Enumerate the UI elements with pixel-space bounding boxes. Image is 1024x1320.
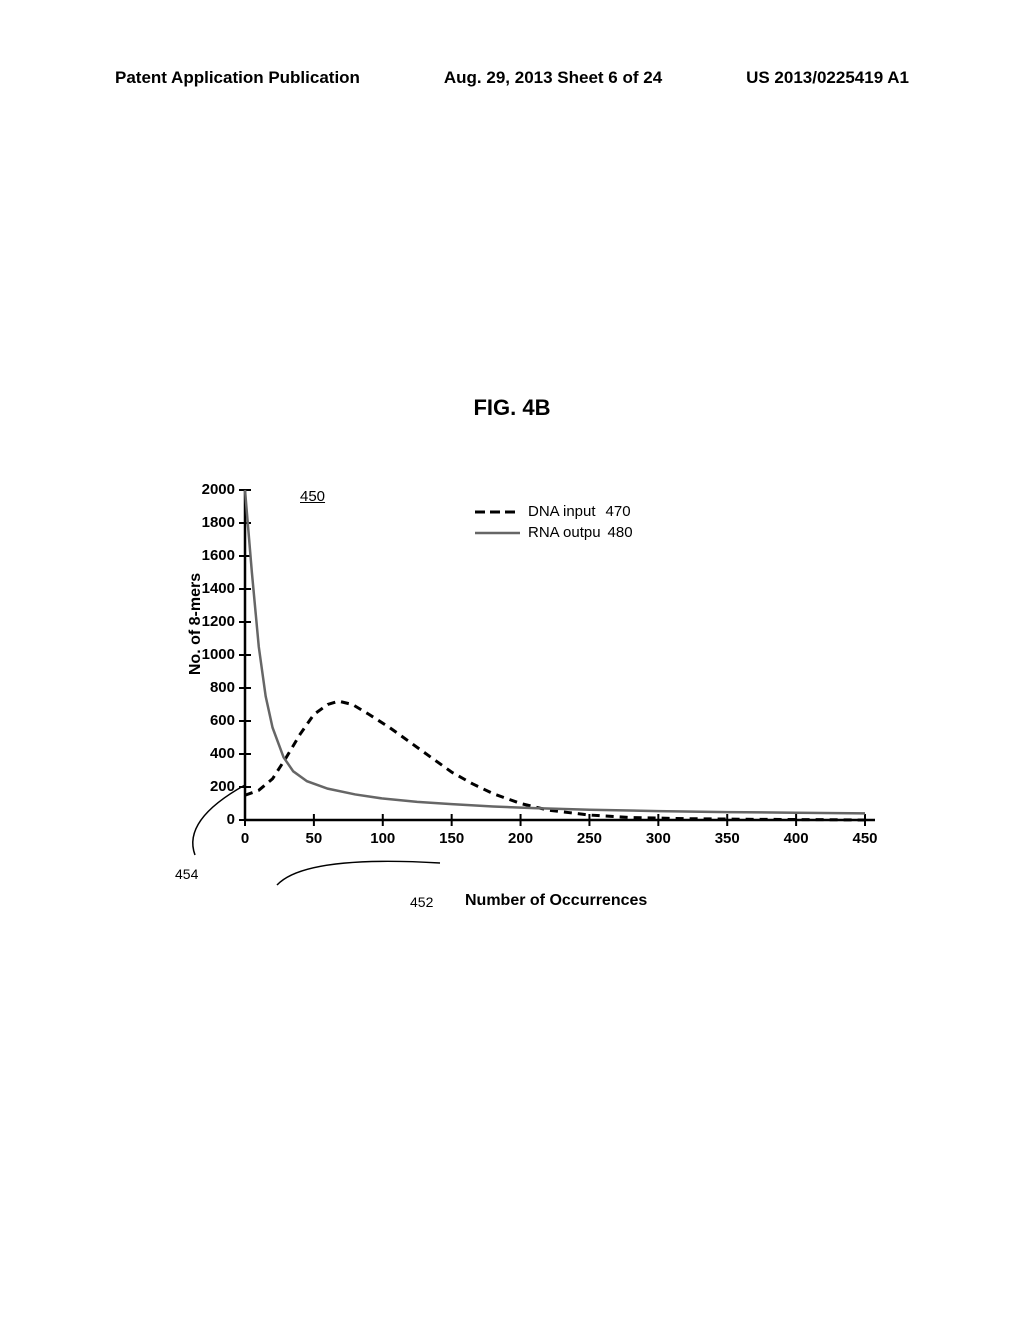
legend-item-dna: DNA input 470 [475,503,633,520]
x-tick-label: 150 [432,830,472,847]
x-tick-label: 100 [363,830,403,847]
x-axis-label: Number of Occurrences [465,892,647,910]
header-left: Patent Application Publication [115,68,360,88]
legend-label-dna: DNA input [528,503,596,520]
ref-452: 452 [410,894,433,910]
y-tick-label: 1000 [185,646,235,663]
legend: DNA input 470 RNA outpu 480 [475,503,633,545]
x-tick-label: 400 [776,830,816,847]
chart-container: No. of 8-mers Number of Occurrences 450 … [185,485,885,905]
page-header: Patent Application Publication Aug. 29, … [115,68,909,88]
y-tick-label: 1800 [185,514,235,531]
x-tick-label: 200 [501,830,541,847]
x-tick-label: 450 [845,830,885,847]
y-tick-label: 1400 [185,580,235,597]
header-right: US 2013/0225419 A1 [746,68,909,88]
legend-dash-icon [475,509,520,515]
x-tick-label: 250 [569,830,609,847]
y-tick-label: 1200 [185,613,235,630]
legend-label-rna: RNA outpu [528,524,601,541]
y-tick-label: 1600 [185,547,235,564]
header-center: Aug. 29, 2013 Sheet 6 of 24 [444,68,662,88]
y-tick-label: 400 [185,745,235,762]
legend-solid-icon [475,530,520,536]
legend-ref-rna: 480 [608,524,633,541]
ref-450: 450 [300,488,325,505]
figure-title: FIG. 4B [0,395,1024,421]
y-tick-label: 600 [185,712,235,729]
x-tick-label: 300 [638,830,678,847]
x-tick-label: 50 [294,830,334,847]
leader-452-icon [275,855,445,890]
x-tick-label: 350 [707,830,747,847]
legend-ref-dna: 470 [606,503,631,520]
y-tick-label: 800 [185,679,235,696]
y-tick-label: 0 [185,811,235,828]
x-tick-label: 0 [225,830,265,847]
legend-item-rna: RNA outpu 480 [475,524,633,541]
y-tick-label: 2000 [185,481,235,498]
y-tick-label: 200 [185,778,235,795]
ref-454: 454 [175,866,198,882]
